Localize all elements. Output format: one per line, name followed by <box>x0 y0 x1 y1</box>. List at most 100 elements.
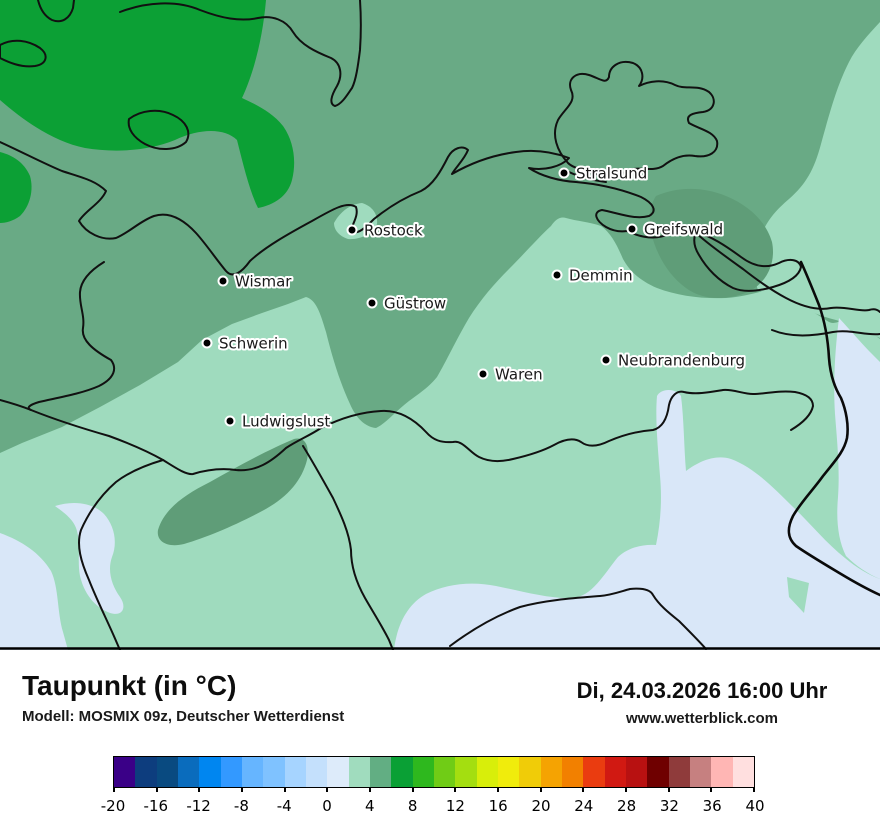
colorbar-segment <box>583 757 605 787</box>
colorbar-segment <box>476 757 498 787</box>
colorbar-tick-label: 28 <box>617 797 637 815</box>
city-dot-icon <box>201 337 213 349</box>
border-west-south <box>27 261 814 476</box>
colorbar-segment <box>497 757 520 787</box>
colorbar-segment <box>391 757 413 787</box>
city-label: Schwerin <box>219 335 288 353</box>
colorbar-segment <box>177 757 200 787</box>
colorbar-tickmark <box>369 787 371 792</box>
colorbar-tick-label: -12 <box>186 797 211 815</box>
border-southwest <box>78 459 164 650</box>
colorbar-tickmark <box>454 787 457 792</box>
colorbar-tick-label: 8 <box>407 797 418 815</box>
city-dot-icon <box>626 223 638 235</box>
colorbar-tick-label: 0 <box>322 797 332 815</box>
city-marker-rostock: Rostock <box>346 220 425 242</box>
colorbar-tick-label: -8 <box>233 797 249 815</box>
website-label: www.wetterblick.com <box>626 710 778 727</box>
city-dot-icon <box>600 354 612 366</box>
colorbar-tick-label: -16 <box>143 797 169 815</box>
colorbar-segment <box>540 757 562 787</box>
city-label: Stralsund <box>576 165 647 183</box>
colorbar-tick-label: 40 <box>745 797 765 815</box>
city-dot-icon <box>551 269 563 281</box>
caption-bar: Taupunkt (in °C) Modell: MOSMIX 09z, Deu… <box>0 650 880 755</box>
colorbar-tickmark <box>667 787 670 792</box>
city-marker-neubrandenburg: Neubrandenburg <box>600 350 747 372</box>
colorbar-segment <box>327 757 349 787</box>
colorbar-tickmark <box>198 787 201 792</box>
colorbar-tick-label: 4 <box>365 797 375 815</box>
city-dot-icon <box>224 415 236 427</box>
city-dot-icon <box>366 297 378 309</box>
city-marker-waren: Waren <box>477 364 545 386</box>
colorbar-segment <box>263 757 285 787</box>
coastline-baltic <box>0 141 880 313</box>
border-southeast <box>449 587 707 650</box>
colorbar-tick-label: 32 <box>659 797 679 815</box>
coastline-danish-east <box>119 0 362 107</box>
colorbar-tick-label: 16 <box>488 797 508 815</box>
colorbar-tickmark <box>582 787 585 792</box>
city-label: Neubrandenburg <box>618 352 745 370</box>
colorbar-tickmark <box>283 787 286 792</box>
region-blue-right-strip <box>834 318 880 579</box>
colorbar-tickmark <box>497 787 499 792</box>
colorbar-tickmark <box>241 787 243 792</box>
colorbar-segment <box>369 757 392 787</box>
region-seafoam-rostock <box>334 203 378 240</box>
island-usedom <box>693 231 802 292</box>
region-darksage-usedom <box>649 188 773 298</box>
region-darksage-ludwigslust <box>157 438 308 546</box>
colorbar-tick-label: 20 <box>531 797 551 815</box>
border-east <box>787 260 880 597</box>
valid-datetime: Di, 24.03.2026 16:00 Uhr <box>576 678 828 703</box>
colorbar-segment <box>711 757 733 787</box>
colorbar-segment <box>199 757 221 787</box>
model-subtitle: Modell: MOSMIX 09z, Deutscher Wetterdien… <box>22 708 345 725</box>
city-marker-greifswald: Greifswald <box>626 219 725 241</box>
city-marker-ludwigslust: Ludwigslust <box>224 411 332 433</box>
colorbar-tickmark <box>411 787 414 792</box>
city-label: Waren <box>495 366 543 384</box>
city-marker-demmin: Demmin <box>551 265 635 287</box>
colorbar-segment <box>348 757 370 787</box>
city-label: Rostock <box>364 222 423 240</box>
colorbar-segment <box>114 757 136 787</box>
colorbar-segment <box>732 757 754 787</box>
city-marker-wismar: Wismar <box>217 271 294 293</box>
region-blue-south-band <box>394 390 880 650</box>
region-blue-corner <box>0 533 68 650</box>
city-dot-icon <box>477 368 489 380</box>
dewpoint-map: Stralsund Rostock Greifswald Wismar Demmin Gü… <box>0 0 880 650</box>
colorbar <box>113 756 755 792</box>
city-label: Güstrow <box>384 295 446 313</box>
city-markers: Stralsund Rostock Greifswald Wismar Demmin Gü… <box>201 163 747 433</box>
island-fehmarn <box>127 109 190 150</box>
colorbar-segment <box>519 757 541 787</box>
border-left-edge <box>0 399 32 411</box>
colorbar-tick-label: 12 <box>445 797 465 815</box>
colorbar-tickmark <box>539 787 542 792</box>
colorbar-segment <box>625 757 648 787</box>
colorbar-tick-labels: -20 -16 -12 -8 -4 0 4 8 12 16 20 24 28 32 36 40 <box>101 797 765 817</box>
colorbar-tickmark <box>625 787 627 792</box>
colorbar-segments <box>114 757 754 787</box>
colorbar-segment <box>412 757 434 787</box>
coastline-danish-inlet <box>37 0 75 23</box>
map-canvas: Stralsund Rostock Greifswald Wismar Demmin Gü… <box>0 0 880 650</box>
page-title: Taupunkt (in °C) <box>22 670 237 701</box>
colorbar-segment <box>241 757 264 787</box>
coastline-lagoon <box>771 329 880 337</box>
region-green-northwest <box>0 0 295 208</box>
colorbar-segment <box>647 757 669 787</box>
colorbar-tick-label: -20 <box>100 797 126 815</box>
region-seafoam-islet <box>787 577 809 613</box>
city-label: Wismar <box>235 273 292 291</box>
city-label: Demmin <box>569 267 633 285</box>
city-marker-gstrow: Güstrow <box>366 293 448 315</box>
city-marker-stralsund: Stralsund <box>558 163 649 185</box>
colorbar-tick-label: 24 <box>574 797 594 815</box>
border-south-center <box>302 445 394 650</box>
colorbar-tickmark <box>113 787 115 792</box>
